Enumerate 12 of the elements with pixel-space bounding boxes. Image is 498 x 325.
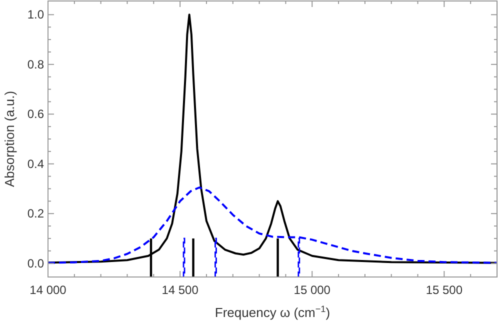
y-tick-label: 0.4 (27, 156, 44, 171)
x-tick-label: 15 000 (294, 283, 331, 297)
x-tick-label: 15 500 (426, 283, 463, 297)
x-tick-label: 14 500 (162, 283, 199, 297)
y-tick-label: 0.0 (27, 256, 44, 270)
x-axis-title: Frequency ω (cm$^{−1}$) (214, 304, 330, 320)
x-tick-label: 14 000 (30, 283, 67, 297)
y-tick-label: 0.6 (27, 107, 44, 122)
y-tick-label: 0.2 (27, 206, 44, 221)
y-tick-label: 1.0 (27, 8, 44, 22)
y-axis-title: Absorption (a.u.) (2, 90, 17, 188)
y-tick-label: 0.8 (27, 57, 44, 72)
